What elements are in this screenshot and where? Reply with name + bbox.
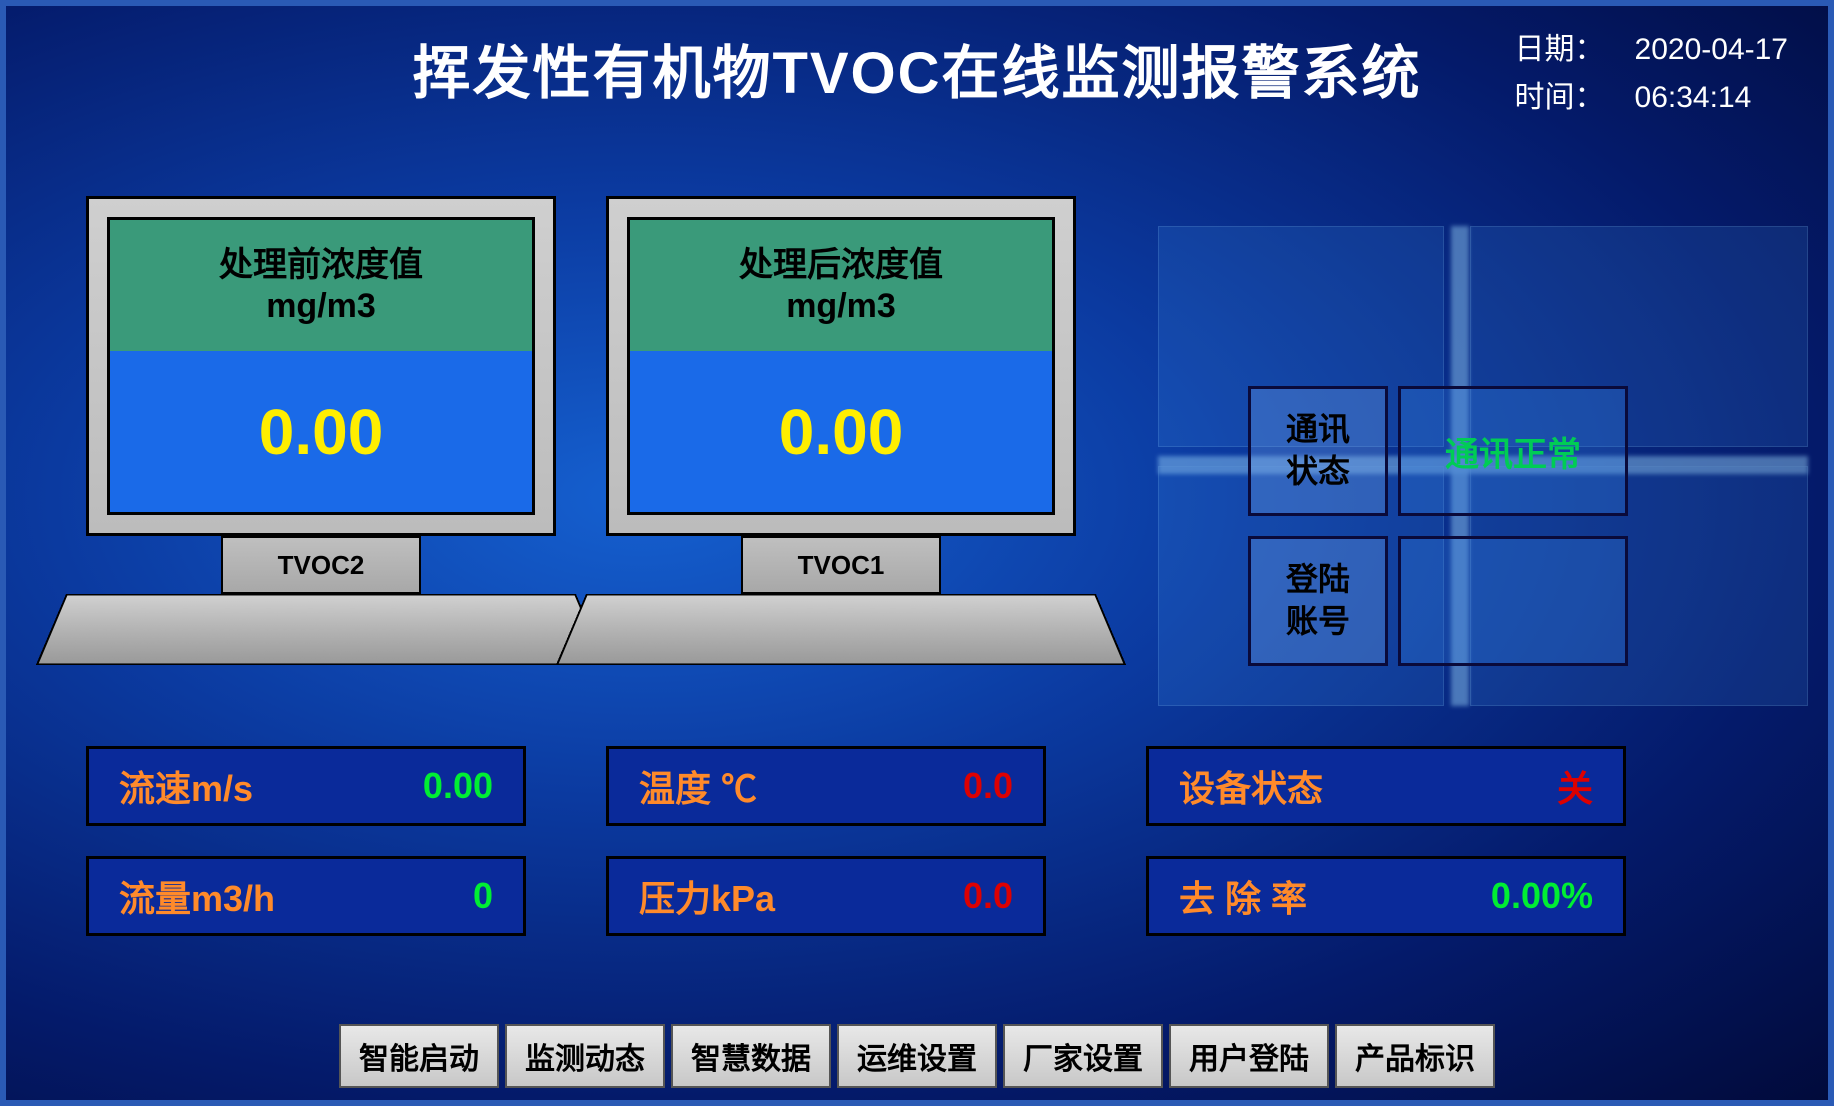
bottom-nav: 智能启动 监测动态 智慧数据 运维设置 厂家设置 用户登陆 产品标识 (6, 1024, 1828, 1088)
monitor-tvoc1: 处理后浓度值 mg/m3 0.00 TVOC1 (606, 196, 1076, 684)
removal-value: 0.00% (1491, 875, 1593, 917)
monitor1-name: TVOC2 (221, 536, 421, 594)
temp-value: 0.0 (963, 765, 1013, 807)
nav-product-id[interactable]: 产品标识 (1335, 1024, 1495, 1088)
date-label: 日期： (1515, 26, 1605, 74)
removal-label: 去 除 率 (1179, 870, 1451, 922)
panel-removal-rate: 去 除 率 0.00% (1146, 856, 1626, 936)
device-label: 设备状态 (1179, 760, 1517, 812)
flow-speed-value: 0.00 (423, 765, 493, 807)
flow-vol-value: 0 (473, 875, 493, 917)
pressure-label: 压力kPa (639, 870, 923, 922)
nav-user-login[interactable]: 用户登陆 (1169, 1024, 1329, 1088)
monitor1-unit: mg/m3 (266, 286, 376, 327)
panel-flow-volume: 流量m3/h 0 (86, 856, 526, 936)
login-account-value (1398, 536, 1628, 666)
nav-smart-start[interactable]: 智能启动 (339, 1024, 499, 1088)
monitor2-unit: mg/m3 (786, 286, 896, 327)
comm-status-label: 通讯 状态 (1248, 386, 1388, 516)
monitor2-name: TVOC1 (741, 536, 941, 594)
panel-temperature: 温度 ℃ 0.0 (606, 746, 1046, 826)
nav-factory[interactable]: 厂家设置 (1003, 1024, 1163, 1088)
time-label: 时间： (1515, 74, 1605, 122)
nav-monitor[interactable]: 监测动态 (505, 1024, 665, 1088)
datetime-block: 日期： 2020-04-17 时间： 06:34:14 (1515, 26, 1788, 122)
temp-label: 温度 ℃ (639, 760, 923, 812)
comm-status-value: 通讯正常 (1398, 386, 1628, 516)
panel-pressure: 压力kPa 0.0 (606, 856, 1046, 936)
monitor2-value: 0.00 (630, 351, 1052, 512)
device-value: 关 (1557, 760, 1593, 812)
nav-ops-settings[interactable]: 运维设置 (837, 1024, 997, 1088)
panel-flow-speed: 流速m/s 0.00 (86, 746, 526, 826)
monitor1-value: 0.00 (110, 351, 532, 512)
monitor1-title: 处理前浓度值 (219, 245, 423, 286)
panel-device-status: 设备状态 关 (1146, 746, 1626, 826)
nav-smart-data[interactable]: 智慧数据 (671, 1024, 831, 1088)
time-value: 06:34:14 (1635, 74, 1752, 122)
flow-vol-label: 流量m3/h (119, 870, 433, 922)
flow-speed-label: 流速m/s (119, 760, 383, 812)
monitor2-title: 处理后浓度值 (739, 245, 943, 286)
login-account-label[interactable]: 登陆 账号 (1248, 536, 1388, 666)
pressure-value: 0.0 (963, 875, 1013, 917)
monitor-tvoc2: 处理前浓度值 mg/m3 0.00 TVOC2 (86, 196, 556, 684)
date-value: 2020-04-17 (1635, 26, 1788, 74)
